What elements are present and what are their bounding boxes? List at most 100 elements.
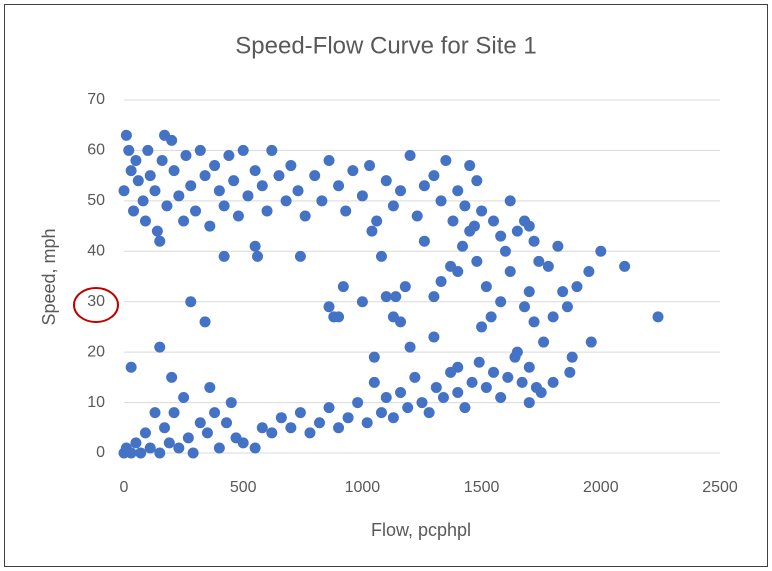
point <box>154 235 166 247</box>
highlight-circle <box>73 287 119 323</box>
point <box>511 225 523 237</box>
point <box>504 265 516 277</box>
point <box>457 240 469 252</box>
point <box>595 245 607 257</box>
point <box>502 371 514 383</box>
y-tick-label: 20 <box>87 343 105 360</box>
point <box>190 205 202 217</box>
point <box>285 160 297 172</box>
point <box>619 260 631 272</box>
point <box>128 205 140 217</box>
point <box>304 427 316 439</box>
point <box>139 427 151 439</box>
point <box>125 447 137 459</box>
point <box>130 437 142 449</box>
point <box>375 250 387 262</box>
point <box>399 281 411 293</box>
point <box>440 155 452 167</box>
point <box>452 386 464 398</box>
point <box>204 381 216 393</box>
point <box>142 144 154 156</box>
point <box>466 376 478 388</box>
point <box>256 422 268 434</box>
point <box>504 195 516 207</box>
point <box>552 240 564 252</box>
point <box>159 422 171 434</box>
point <box>471 255 483 267</box>
point <box>404 341 416 353</box>
point <box>313 417 325 429</box>
x-axis-title: Flow, pcphpl <box>371 520 471 540</box>
point <box>564 366 576 378</box>
point <box>292 185 304 197</box>
point <box>180 149 192 161</box>
point <box>411 210 423 222</box>
point <box>237 437 249 449</box>
point <box>390 291 402 303</box>
point <box>519 301 531 313</box>
point <box>430 381 442 393</box>
point <box>476 205 488 217</box>
y-axis-title: Speed, mph <box>39 228 59 325</box>
point <box>428 170 440 182</box>
point <box>225 397 237 409</box>
point <box>452 265 464 277</box>
point <box>118 185 130 197</box>
point <box>273 170 285 182</box>
point <box>566 351 578 363</box>
point <box>156 155 168 167</box>
point <box>404 149 416 161</box>
y-tick-label: 10 <box>87 394 105 411</box>
point <box>352 397 364 409</box>
point <box>232 210 244 222</box>
point <box>182 432 194 444</box>
point <box>652 311 664 323</box>
x-tick-label: 1500 <box>464 479 500 496</box>
point <box>571 281 583 293</box>
point <box>435 276 447 288</box>
point <box>447 215 459 227</box>
point <box>516 376 528 388</box>
point <box>252 250 264 262</box>
point <box>299 210 311 222</box>
point <box>249 442 261 454</box>
point <box>366 225 378 237</box>
points <box>118 129 664 459</box>
point <box>418 180 430 192</box>
point <box>459 200 471 212</box>
point <box>402 402 414 414</box>
point <box>194 417 206 429</box>
point <box>523 361 535 373</box>
x-tick-label: 2000 <box>583 479 619 496</box>
point <box>364 160 376 172</box>
point <box>523 286 535 298</box>
point <box>375 407 387 419</box>
point <box>323 301 335 313</box>
y-tick-label: 0 <box>96 444 105 461</box>
point <box>280 195 292 207</box>
point <box>333 311 345 323</box>
point <box>361 417 373 429</box>
point <box>125 165 137 177</box>
point <box>120 129 132 141</box>
chart-title: Speed-Flow Curve for Site 1 <box>235 32 536 59</box>
point <box>154 447 166 459</box>
point <box>166 134 178 146</box>
point <box>585 336 597 348</box>
point <box>204 220 216 232</box>
point <box>476 321 488 333</box>
point <box>547 376 559 388</box>
point <box>294 250 306 262</box>
point <box>213 185 225 197</box>
point <box>368 351 380 363</box>
point <box>340 205 352 217</box>
point <box>166 371 178 383</box>
point <box>173 442 185 454</box>
x-tick-label: 0 <box>120 479 129 496</box>
point <box>309 170 321 182</box>
y-tick-label: 30 <box>87 293 105 310</box>
point <box>561 301 573 313</box>
point <box>223 149 235 161</box>
point <box>380 291 392 303</box>
point <box>185 180 197 192</box>
